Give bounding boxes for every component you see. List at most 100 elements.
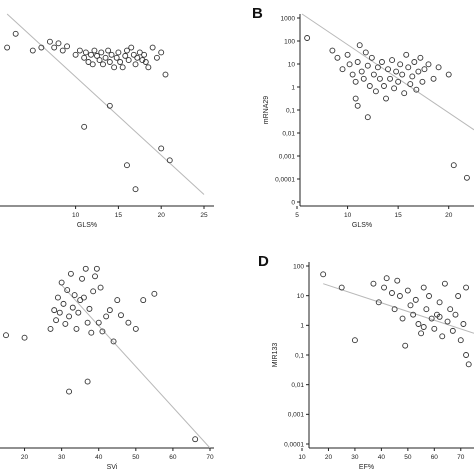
data-point — [428, 315, 435, 322]
data-point — [344, 51, 351, 58]
x-axis-label: EF% — [359, 464, 374, 471]
data-point — [413, 86, 420, 93]
data-point — [418, 330, 425, 337]
data-point — [81, 54, 88, 61]
data-point — [420, 324, 427, 330]
data-point — [81, 123, 88, 130]
y-tick-label: 1 — [300, 323, 304, 330]
data-point — [415, 321, 422, 327]
data-point — [82, 49, 89, 56]
x-tick-label: 20 — [445, 212, 453, 219]
data-point — [409, 73, 416, 80]
data-point — [58, 279, 65, 286]
data-point — [100, 61, 106, 68]
data-point — [192, 436, 199, 443]
data-point — [444, 318, 451, 325]
data-point — [111, 64, 118, 71]
data-point — [132, 325, 139, 332]
data-point — [364, 114, 371, 121]
x-tick-label: 25 — [200, 212, 208, 219]
data-point — [358, 68, 365, 75]
x-tick-label: 60 — [169, 454, 177, 461]
data-point — [158, 145, 165, 152]
data-point — [54, 294, 61, 301]
data-point — [99, 328, 106, 335]
data-point — [92, 273, 98, 280]
data-point — [118, 312, 124, 319]
data-point — [379, 59, 385, 65]
data-point — [430, 75, 437, 82]
data-point — [124, 47, 130, 54]
data-point — [405, 64, 412, 71]
regression-line — [323, 283, 474, 334]
data-point — [128, 44, 135, 51]
data-point — [329, 47, 336, 54]
data-point — [463, 174, 470, 181]
regression-line — [61, 284, 211, 448]
data-point — [149, 44, 156, 51]
y-tick-label: 0,1 — [295, 352, 304, 359]
data-point — [29, 47, 36, 54]
data-point — [381, 83, 387, 89]
data-point — [69, 304, 76, 311]
data-point — [134, 54, 141, 61]
data-point — [389, 290, 395, 296]
data-point — [64, 287, 71, 294]
data-point — [88, 51, 94, 58]
data-point — [162, 71, 169, 78]
data-point — [404, 287, 411, 294]
data-point — [21, 334, 28, 341]
data-point — [415, 68, 422, 75]
data-point — [372, 88, 379, 95]
data-point — [339, 66, 346, 73]
data-point — [407, 81, 414, 88]
data-point — [346, 61, 353, 68]
data-point — [362, 49, 369, 56]
data-point — [354, 59, 361, 65]
data-point — [62, 320, 69, 327]
data-point — [96, 57, 103, 64]
data-point — [94, 52, 100, 59]
x-tick-label: 10 — [344, 212, 352, 219]
x-tick-label: 30 — [351, 454, 359, 461]
data-point — [420, 284, 427, 291]
data-point — [4, 44, 11, 51]
data-point — [352, 95, 359, 102]
x-tick-label: 60 — [431, 454, 439, 461]
data-point — [463, 352, 470, 358]
data-point — [108, 51, 115, 58]
data-point — [412, 296, 419, 303]
data-point — [60, 300, 67, 307]
data-point — [364, 62, 371, 69]
data-point — [66, 388, 73, 395]
data-point — [465, 361, 472, 368]
data-point — [366, 83, 373, 89]
data-point — [132, 186, 139, 193]
y-tick-label: 10 — [297, 293, 305, 300]
data-point — [103, 313, 110, 320]
data-point — [82, 265, 89, 272]
y-tick-label: 100 — [293, 263, 304, 270]
x-tick-label: 30 — [58, 454, 66, 461]
data-point — [338, 284, 345, 291]
data-point — [73, 325, 80, 332]
data-point — [125, 57, 132, 64]
y-tick-label: 0,0001 — [284, 441, 304, 448]
data-point — [370, 280, 377, 287]
x-tick-label: 15 — [395, 212, 403, 219]
y-tick-label: 100 — [284, 38, 295, 45]
data-point — [106, 59, 113, 65]
data-point — [399, 71, 406, 78]
data-point — [351, 337, 358, 344]
data-point — [51, 44, 58, 51]
chart-panel-4: 10 20 30 40 50 60 70 100 10 1 0,1 0,01 0,001 0,0001 EF… — [258, 253, 474, 471]
data-point — [436, 313, 443, 320]
data-point — [381, 284, 387, 291]
chart-panel-1: 10 15 20 25 GLS% — [0, 13, 214, 229]
data-point — [403, 51, 410, 58]
data-point — [46, 38, 53, 45]
y-tick-label: 0 — [291, 199, 295, 206]
data-point — [141, 51, 148, 58]
data-point — [457, 337, 464, 344]
